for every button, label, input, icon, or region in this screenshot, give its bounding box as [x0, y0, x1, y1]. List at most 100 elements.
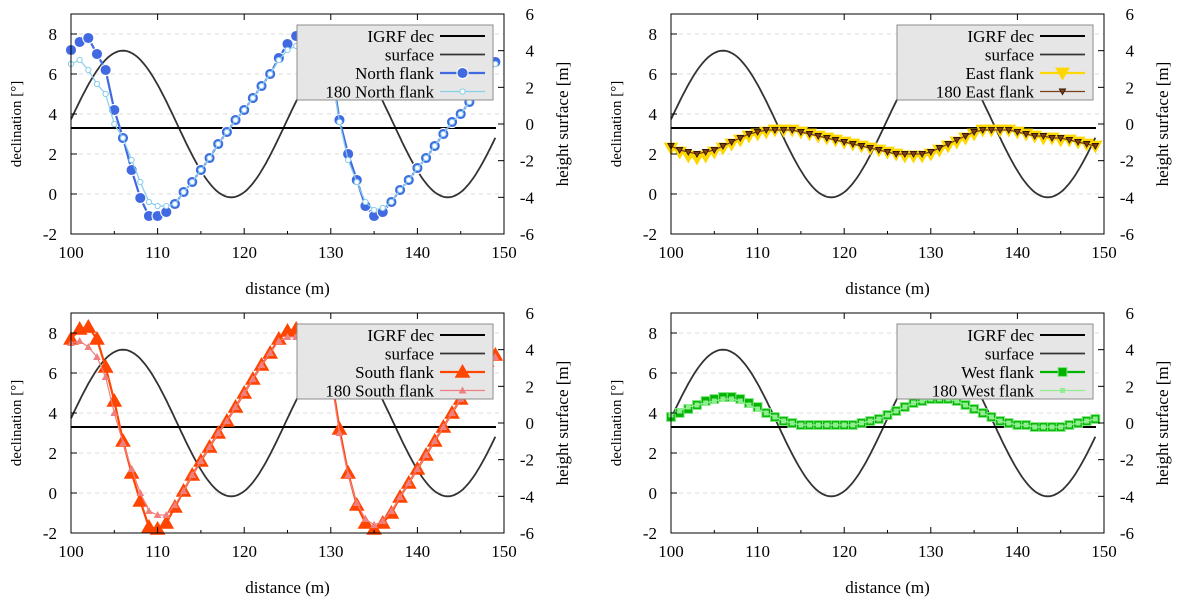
c180-data-point — [197, 456, 205, 464]
c180-data-point — [267, 70, 274, 78]
y-axis-label: declination [°] — [9, 81, 25, 167]
main-data-point — [141, 518, 157, 533]
c180-data-point — [1082, 141, 1091, 149]
y-tick-label: 2 — [49, 145, 58, 164]
y-tick-label: 0 — [49, 185, 58, 204]
c180-data-point — [762, 127, 771, 135]
c180-data-point — [1091, 143, 1100, 151]
y-tick-label: 6 — [49, 364, 58, 383]
y2-tick-label: 4 — [526, 42, 535, 61]
chart-panel-south: 100 110 120 130 140 150 -2 0 2 4 6 8 -6 -4 -2 0 2 4 6 dista… — [9, 304, 572, 597]
y-tick-label: 2 — [649, 145, 658, 164]
x-tick-label: 110 — [745, 542, 770, 561]
c180-data-point — [275, 56, 282, 64]
c180-data-point — [75, 336, 84, 344]
c180-data-point — [850, 422, 856, 428]
c180-data-point — [214, 428, 223, 436]
x-tick-label: 120 — [231, 542, 257, 561]
c180-data-point — [371, 206, 378, 214]
c180-data-point — [779, 127, 788, 135]
legend-box — [896, 323, 1094, 400]
y-tick-label: 4 — [649, 404, 658, 423]
c180-data-point — [685, 404, 691, 410]
c180-data-point — [900, 151, 909, 159]
legend-marker — [459, 88, 466, 95]
y2-tick-label: -6 — [520, 524, 534, 543]
x-tick-label: 120 — [831, 243, 857, 262]
c180-data-point — [710, 147, 719, 155]
c180-data-point — [910, 400, 916, 406]
legend-label: IGRF dec — [367, 326, 434, 345]
c180-data-point — [352, 498, 361, 506]
c180-data-point — [127, 464, 136, 472]
c180-data-point — [884, 412, 890, 418]
c180-data-point — [241, 106, 248, 114]
y2-tick-label: 4 — [526, 341, 535, 360]
y2-tick-label: 6 — [1126, 5, 1135, 24]
legend-label: 180 East flank — [936, 83, 1035, 102]
y2-tick-label: 0 — [1126, 414, 1135, 433]
main-data-point — [134, 191, 147, 205]
y-tick-label: 8 — [649, 324, 658, 343]
legend-label: surface — [985, 345, 1034, 364]
legend-label: 180 South flank — [325, 382, 434, 401]
y2-axis-label: height surface [m] — [553, 62, 572, 187]
legend-marker — [454, 363, 471, 378]
y2-tick-label: -2 — [520, 152, 534, 171]
chart-panel-north: 100 110 120 130 140 150 -2 0 2 4 6 8 -6 -4 -2 0 2 4 6 dista… — [9, 5, 572, 298]
y2-tick-label: 2 — [526, 377, 535, 396]
c180-data-point — [857, 143, 866, 151]
legend-box — [896, 24, 1094, 101]
c180-data-point — [1056, 135, 1065, 143]
c180-data-point — [93, 352, 101, 360]
c180-data-point — [179, 486, 188, 494]
chart-panel-east: 100 110 120 130 140 150 -2 0 2 4 6 8 -6 -4 -2 0 2 4 6 dista… — [609, 5, 1172, 298]
y-tick-label: 2 — [649, 444, 658, 463]
c180-data-point — [1058, 424, 1064, 430]
y2-tick-label: -6 — [1120, 225, 1134, 244]
main-data-point — [90, 47, 104, 61]
c180-data-point — [1066, 422, 1072, 428]
x-tick-label: 100 — [658, 243, 684, 262]
y2-tick-label: -4 — [1120, 487, 1135, 506]
legend-label: West flank — [961, 363, 1034, 382]
legend-label: IGRF dec — [367, 27, 434, 46]
y-tick-label: 6 — [49, 65, 58, 84]
y-axis-label: declination [°] — [609, 81, 625, 167]
c180-data-point — [448, 408, 456, 416]
x-tick-label: 140 — [1005, 542, 1031, 561]
legend-label: East flank — [966, 64, 1035, 83]
legend-label: surface — [385, 46, 434, 65]
c180-data-point — [859, 420, 865, 426]
c180-data-point — [711, 398, 717, 404]
y-tick-label: 0 — [649, 185, 658, 204]
c180-data-point — [362, 198, 369, 206]
c180-data-point — [111, 120, 118, 128]
chart-panel-west: 100 110 120 130 140 150 -2 0 2 4 6 8 -6 -4 -2 0 2 4 6 dista… — [609, 304, 1172, 597]
y-axis-label: declination [°] — [609, 380, 625, 466]
y2-tick-label: 0 — [526, 115, 535, 134]
c180-data-point — [248, 374, 257, 382]
c180-data-point — [987, 127, 996, 135]
c180-data-point — [876, 416, 882, 422]
y-tick-label: -2 — [43, 225, 57, 244]
c180-data-point — [719, 143, 727, 151]
c180-data-point — [675, 147, 684, 155]
c180-data-point — [893, 408, 899, 414]
y-tick-label: 4 — [49, 404, 58, 423]
c180-data-point — [763, 410, 769, 416]
c180-data-point — [491, 352, 500, 360]
x-tick-label: 150 — [491, 542, 517, 561]
y2-tick-label: 4 — [1126, 42, 1135, 61]
x-tick-label: 130 — [318, 243, 344, 262]
c180-data-point — [223, 128, 230, 136]
legend-marker — [456, 66, 469, 80]
c180-data-point — [413, 464, 422, 472]
c180-data-point — [258, 82, 265, 90]
c180-data-point — [379, 204, 386, 212]
legend-marker — [1057, 367, 1068, 377]
y2-tick-label: -2 — [520, 451, 534, 470]
c180-data-point — [848, 141, 857, 149]
c180-data-point — [266, 348, 275, 356]
